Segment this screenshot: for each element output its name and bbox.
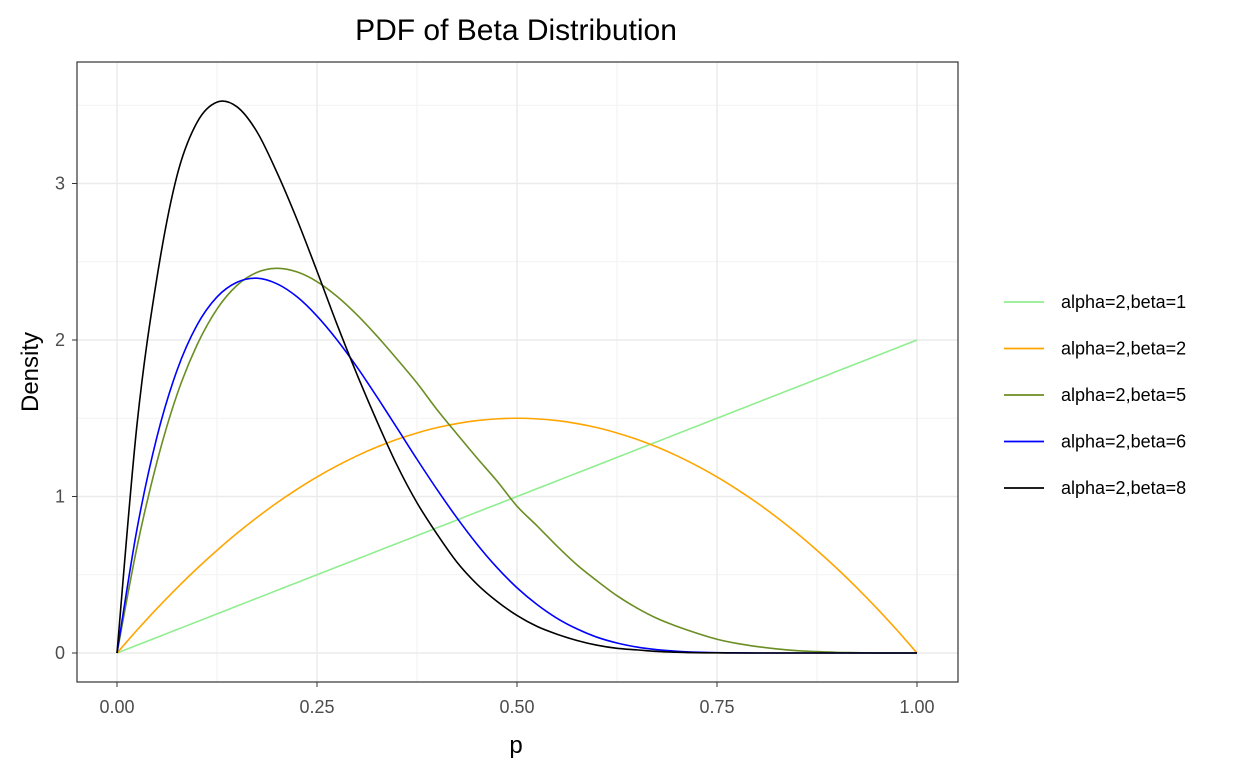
x-axis-title: p (509, 732, 522, 759)
y-tick-label: 1 (55, 487, 65, 507)
series-lines (116, 100, 918, 654)
x-axis-ticks: 0.00 0.25 0.50 0.75 1.00 (99, 682, 935, 717)
y-axis-title: Density (17, 332, 44, 412)
y-tick-label: 2 (55, 330, 65, 350)
y-axis-ticks: 0 1 2 3 (55, 174, 77, 663)
x-tick-label: 0.25 (299, 697, 334, 717)
legend-label: alpha=2,beta=2 (1061, 339, 1186, 359)
x-tick-label: 0.00 (99, 697, 134, 717)
legend-label: alpha=2,beta=8 (1061, 478, 1186, 498)
x-tick-label: 1.00 (899, 697, 934, 717)
series-line-2 (116, 417, 918, 654)
x-tick-label: 0.75 (699, 697, 734, 717)
legend-label: alpha=2,beta=6 (1061, 432, 1186, 452)
series-line-3 (116, 267, 917, 654)
series-line-5 (116, 100, 917, 654)
plot-panel (76, 61, 959, 683)
y-tick-label: 0 (55, 643, 65, 663)
x-tick-label: 0.50 (499, 697, 534, 717)
chart-title: PDF of Beta Distribution (355, 14, 677, 47)
y-tick-label: 3 (55, 174, 65, 194)
series-line-1 (116, 339, 918, 654)
legend-label: alpha=2,beta=1 (1061, 292, 1186, 312)
legend: alpha=2,beta=1 alpha=2,beta=2 alpha=2,beta… (1004, 292, 1186, 498)
legend-label: alpha=2,beta=5 (1061, 385, 1186, 405)
